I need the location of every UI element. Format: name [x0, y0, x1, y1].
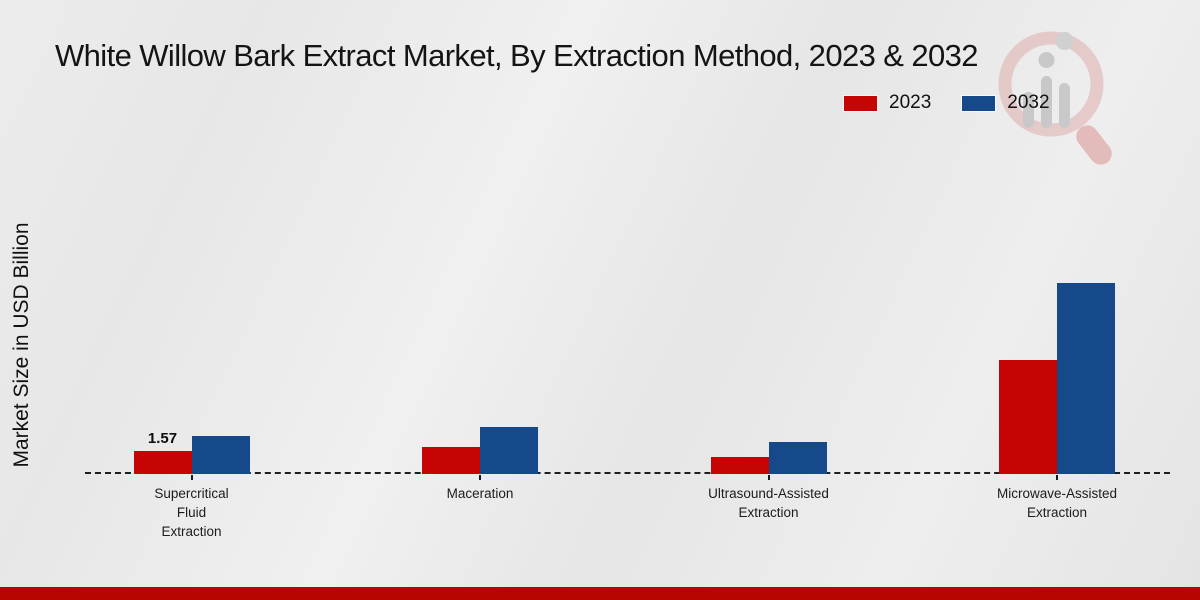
bar-2023: [422, 447, 480, 474]
legend-label-2032: 2032: [1007, 92, 1050, 113]
bar-2023: [710, 457, 769, 474]
bar-2032: [1057, 283, 1115, 474]
bar-2032: [480, 427, 538, 474]
bar-2032: [191, 436, 250, 474]
x-axis-tick: [767, 475, 770, 480]
legend: 2023 2032: [843, 92, 1050, 114]
chart-title: White Willow Bark Extract Market, By Ext…: [55, 38, 979, 73]
bar-2023: [133, 451, 192, 474]
legend-swatch-2023-icon: [843, 94, 878, 112]
x-axis-baseline: [85, 472, 1170, 474]
legend-swatch-2032-icon: [961, 94, 997, 112]
legend-label-2023: 2023: [889, 92, 932, 113]
bar-2023: [999, 360, 1057, 474]
x-axis-tick: [1056, 475, 1058, 480]
bar-2032: [768, 442, 827, 474]
footer-strip: [0, 587, 1200, 600]
legend-item-2023: 2023: [843, 92, 931, 114]
legend-item-2032: 2032: [961, 92, 1050, 114]
bar-value-label: 1.57: [147, 430, 178, 447]
category-label: Microwave-Assisted Extraction: [996, 486, 1118, 520]
x-axis-tick: [190, 475, 193, 480]
x-axis-tick: [479, 475, 481, 480]
category-label: Maceration: [446, 486, 514, 501]
category-label: Supercritical Fluid Extraction: [154, 486, 229, 539]
category-label: Ultrasound-Assisted Extraction: [708, 486, 829, 520]
